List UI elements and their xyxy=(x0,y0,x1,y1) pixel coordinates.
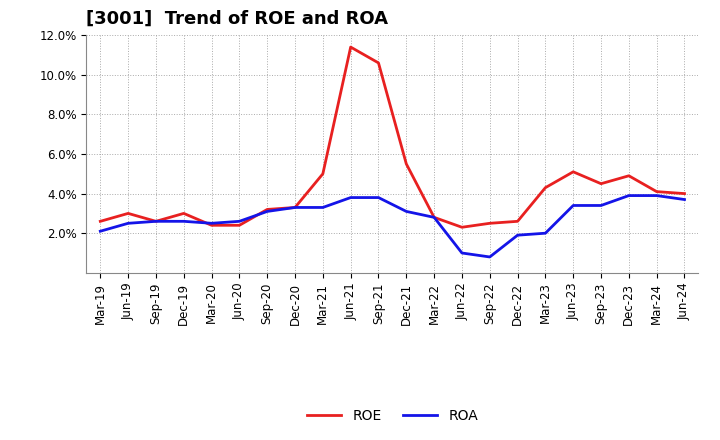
ROE xyxy=(680,191,689,196)
ROE xyxy=(569,169,577,174)
ROA xyxy=(597,203,606,208)
ROA xyxy=(485,254,494,260)
ROA xyxy=(513,232,522,238)
ROA xyxy=(96,229,104,234)
ROE xyxy=(235,223,243,228)
ROA xyxy=(374,195,383,200)
ROA xyxy=(541,231,550,236)
Legend: ROE, ROA: ROE, ROA xyxy=(301,403,484,429)
ROA xyxy=(569,203,577,208)
Text: [3001]  Trend of ROE and ROA: [3001] Trend of ROE and ROA xyxy=(86,10,388,28)
ROA xyxy=(624,193,633,198)
ROA xyxy=(207,220,216,226)
Line: ROA: ROA xyxy=(100,195,685,257)
ROA xyxy=(680,197,689,202)
ROA xyxy=(430,215,438,220)
ROA xyxy=(263,209,271,214)
Line: ROE: ROE xyxy=(100,47,685,227)
ROE xyxy=(513,219,522,224)
ROE xyxy=(374,60,383,66)
ROA xyxy=(458,250,467,256)
ROA xyxy=(235,219,243,224)
ROA xyxy=(152,219,161,224)
ROE xyxy=(152,219,161,224)
ROE xyxy=(624,173,633,179)
ROE xyxy=(124,211,132,216)
ROE xyxy=(430,215,438,220)
ROA xyxy=(318,205,327,210)
ROA xyxy=(124,220,132,226)
ROA xyxy=(402,209,410,214)
ROA xyxy=(346,195,355,200)
ROE xyxy=(652,189,661,194)
ROE xyxy=(318,171,327,176)
ROE xyxy=(96,219,104,224)
ROE xyxy=(346,44,355,50)
ROE xyxy=(458,224,467,230)
ROE xyxy=(179,211,188,216)
ROE xyxy=(207,223,216,228)
ROE xyxy=(597,181,606,186)
ROA xyxy=(291,205,300,210)
ROE xyxy=(402,161,410,166)
ROE xyxy=(541,185,550,190)
ROE xyxy=(291,205,300,210)
ROA xyxy=(652,193,661,198)
ROE xyxy=(263,207,271,212)
ROE xyxy=(485,220,494,226)
ROA xyxy=(179,219,188,224)
